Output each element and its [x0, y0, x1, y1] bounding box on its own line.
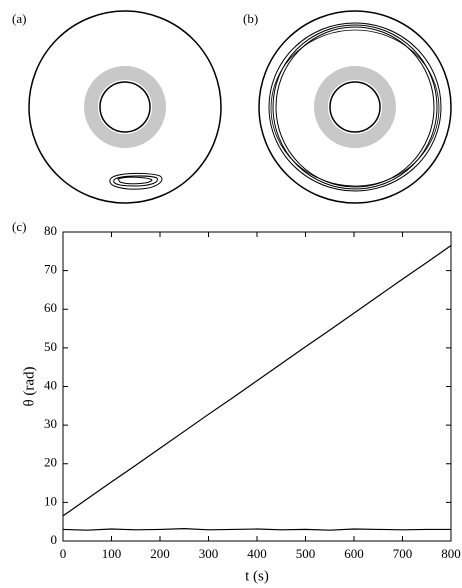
y-tick-label: 20 — [44, 455, 57, 470]
x-tick-label: 200 — [150, 546, 170, 561]
annulus — [314, 66, 396, 148]
trajectory — [275, 26, 435, 188]
x-tick-label: 700 — [393, 546, 413, 561]
x-tick-label: 100 — [102, 546, 122, 561]
data-line — [62, 245, 452, 517]
x-tick-label: 600 — [344, 546, 364, 561]
trajectory — [272, 24, 438, 190]
panel-label: (b) — [243, 11, 258, 26]
trajectory — [270, 29, 440, 187]
inner-wall — [99, 81, 151, 133]
y-tick-label: 80 — [44, 223, 57, 238]
y-tick-label: 40 — [44, 377, 57, 392]
trajectory — [109, 172, 163, 190]
x-tick-label: 0 — [60, 546, 67, 561]
data-line — [62, 528, 451, 531]
y-axis-label: θ (rad) — [21, 366, 37, 406]
y-tick-label: 50 — [44, 339, 57, 354]
y-tick-label: 10 — [44, 493, 57, 508]
x-tick-label: 400 — [247, 546, 267, 561]
inner-wall — [329, 81, 381, 133]
panel-label: (a) — [12, 11, 26, 26]
x-tick-label: 300 — [199, 546, 219, 561]
outer-wall — [28, 10, 222, 204]
y-tick-label: 60 — [44, 300, 57, 315]
y-tick-label: 70 — [44, 262, 57, 277]
x-tick-label: 800 — [441, 546, 461, 561]
y-tick-label: 0 — [51, 532, 58, 547]
panel-a — [28, 10, 222, 204]
panel-label: (c) — [12, 219, 26, 234]
x-axis-label: t (s) — [245, 568, 269, 584]
panel-b — [258, 10, 452, 204]
x-tick-label: 500 — [296, 546, 316, 561]
y-tick-label: 30 — [44, 416, 57, 431]
trajectory — [268, 22, 442, 192]
annulus — [84, 66, 166, 148]
outer-wall — [258, 10, 452, 204]
plot-frame — [62, 231, 452, 542]
